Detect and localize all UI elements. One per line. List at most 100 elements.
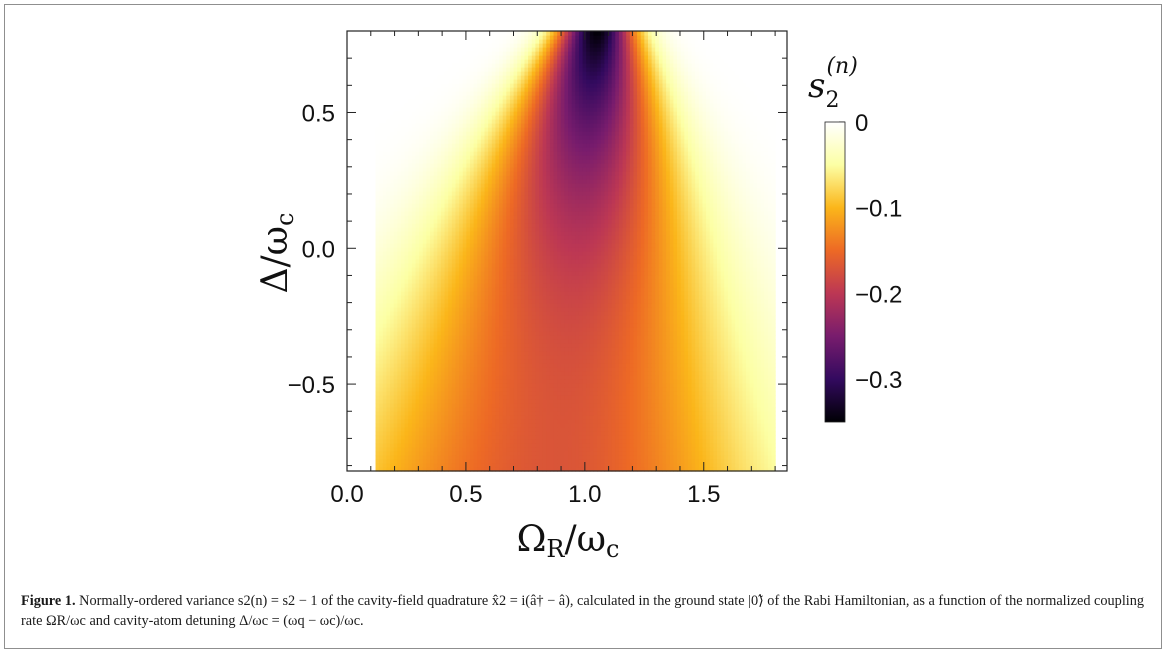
heatmap-cell [629, 319, 635, 324]
heatmap-cell [488, 411, 493, 416]
heatmap-cell [698, 315, 704, 320]
heatmap-cell [764, 291, 769, 296]
heatmap-cell [593, 399, 598, 404]
heatmap-cell [437, 439, 442, 444]
heatmap-cell [713, 323, 718, 328]
heatmap-cell [571, 295, 576, 300]
heatmap-cell [593, 411, 598, 416]
heatmap-cell [655, 387, 660, 392]
heatmap-cell [578, 303, 584, 308]
heatmap-cell [433, 459, 438, 464]
heatmap-cell [568, 319, 573, 324]
heatmap-cell [535, 307, 540, 312]
heatmap-cell [589, 347, 595, 352]
heatmap-cell [677, 307, 682, 312]
heatmap-cell [379, 367, 384, 372]
heatmap-cell [379, 379, 384, 384]
heatmap-cell [375, 459, 380, 464]
heatmap-cell [687, 443, 693, 448]
heatmap-cell [746, 455, 751, 460]
heatmap-cell [593, 427, 598, 432]
heatmap-cell [506, 335, 511, 340]
heatmap-cell [491, 367, 497, 372]
heatmap-cell [706, 407, 711, 412]
heatmap-cell [393, 347, 398, 352]
heatmap-cell [746, 307, 751, 312]
heatmap-cell [760, 383, 765, 388]
heatmap-cell [549, 295, 555, 300]
heatmap-cell [386, 391, 391, 396]
heatmap-cell [647, 451, 653, 456]
heatmap-cell [382, 303, 388, 308]
heatmap-cell [669, 383, 674, 388]
heatmap-cell [517, 427, 522, 432]
heatmap-cell [731, 299, 736, 304]
heatmap-cell [444, 351, 449, 356]
heatmap-cell [764, 419, 769, 424]
heatmap-cell [440, 359, 446, 364]
heatmap-cell [640, 303, 645, 308]
heatmap-cell [397, 435, 402, 440]
heatmap-cell [749, 367, 754, 372]
heatmap-cell [578, 467, 584, 472]
heatmap-cell [477, 351, 482, 356]
heatmap-cell [404, 323, 409, 328]
heatmap-cell [520, 319, 526, 324]
heatmap-cell [753, 347, 758, 352]
heatmap-cell [462, 351, 467, 356]
heatmap-cell [549, 379, 555, 384]
heatmap-cell [680, 343, 685, 348]
heatmap-cell [455, 403, 460, 408]
heatmap-cell [426, 371, 431, 376]
heatmap-cell [433, 363, 438, 368]
heatmap-cell [495, 359, 500, 364]
heatmap-cell [509, 307, 515, 312]
heatmap-cell [390, 415, 395, 420]
heatmap-cell [448, 455, 453, 460]
heatmap-cell [382, 459, 388, 464]
heatmap-cell [448, 419, 453, 424]
heatmap-cell [393, 379, 398, 384]
heatmap-cell [495, 399, 500, 404]
heatmap-cell [400, 387, 406, 392]
heatmap-cell [731, 463, 736, 468]
heatmap-cell [709, 431, 714, 436]
heatmap-cell [531, 467, 536, 472]
heatmap-cell [557, 435, 562, 440]
heatmap-cell [764, 431, 769, 436]
heatmap-cell [539, 367, 544, 372]
heatmap-cell [662, 439, 667, 444]
heatmap-cell [386, 403, 391, 408]
heatmap-cell [473, 455, 478, 460]
heatmap-cell [618, 359, 624, 364]
heatmap-cell [618, 407, 624, 412]
heatmap-cell [597, 371, 602, 376]
heatmap-cell [393, 467, 398, 472]
heatmap-cell [437, 403, 442, 408]
heatmap-cell [411, 455, 417, 460]
heatmap-cell [422, 447, 427, 452]
heatmap-cell [662, 379, 667, 384]
heatmap-cell [633, 303, 638, 308]
heatmap-cell [506, 451, 511, 456]
heatmap-cell [662, 375, 667, 380]
heatmap-cell [539, 419, 544, 424]
heatmap-cell [444, 411, 449, 416]
heatmap-cell [578, 367, 584, 372]
heatmap-cell [677, 407, 682, 412]
heatmap-cell [390, 351, 395, 356]
heatmap-cell [673, 315, 678, 320]
heatmap-cell [677, 427, 682, 432]
heatmap-cell [677, 443, 682, 448]
heatmap-cell [549, 443, 555, 448]
heatmap-cell [546, 303, 551, 308]
heatmap-cell [731, 411, 736, 416]
heatmap-cell [604, 399, 609, 404]
heatmap-cell [658, 391, 664, 396]
heatmap-cell [611, 311, 616, 316]
heatmap-cell [622, 383, 627, 388]
heatmap-cell [484, 299, 489, 304]
heatmap-cell [473, 371, 478, 376]
heatmap-cell [513, 375, 518, 380]
heatmap-cell [415, 415, 420, 420]
